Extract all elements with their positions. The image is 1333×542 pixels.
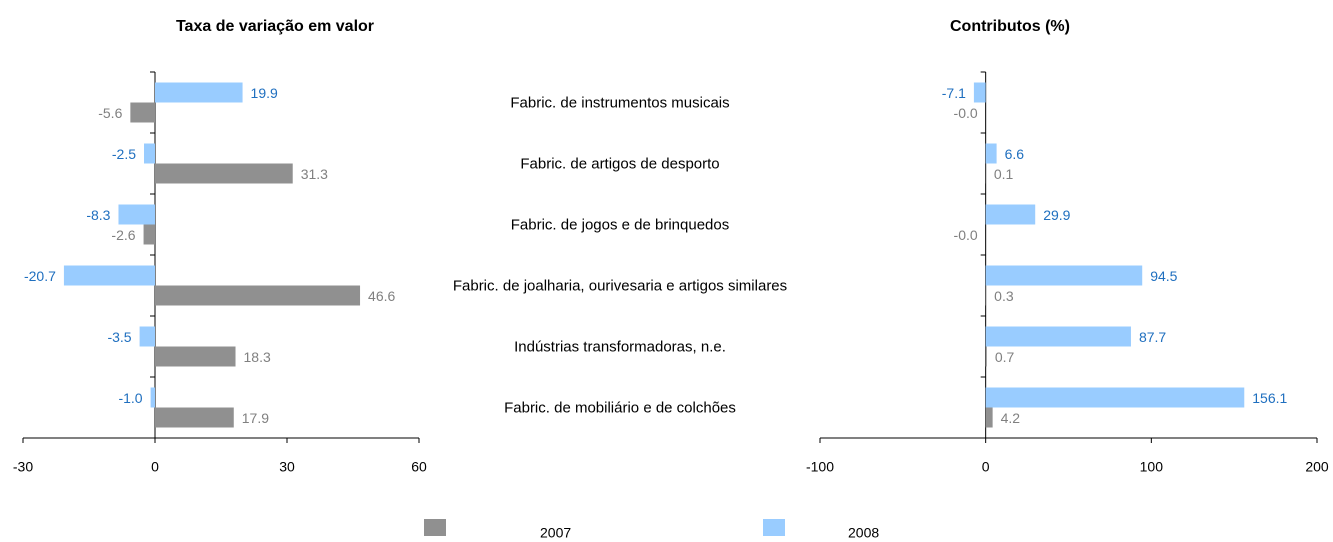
data-label: 18.3 <box>244 349 271 365</box>
data-label: 31.3 <box>301 166 328 182</box>
bar <box>130 102 155 123</box>
data-label: -8.3 <box>86 207 110 223</box>
data-label: -5.6 <box>98 105 122 121</box>
x-tick-label: 100 <box>1140 459 1164 475</box>
bar <box>155 407 234 428</box>
chart-title: Contributos (%) <box>950 18 1070 35</box>
bar <box>985 204 1036 225</box>
category-label: Indústrias transformadoras, n.e. <box>514 338 726 355</box>
x-tick-label: 30 <box>279 459 295 475</box>
data-label: 19.9 <box>251 85 278 101</box>
data-label: 0.1 <box>994 166 1014 182</box>
data-label: 0.3 <box>994 288 1014 304</box>
data-label: -3.5 <box>107 329 131 345</box>
legend-label: 2008 <box>848 525 879 541</box>
data-label: 0.7 <box>995 349 1015 365</box>
data-label: 156.1 <box>1252 390 1287 406</box>
x-tick-label: 60 <box>411 459 427 475</box>
bar <box>985 265 1143 286</box>
data-label: 87.7 <box>1139 329 1166 345</box>
bar <box>985 326 1131 347</box>
data-label: -20.7 <box>24 268 56 284</box>
x-tick-label: 0 <box>151 459 159 475</box>
bar <box>150 387 155 408</box>
legend-swatch <box>763 519 785 536</box>
x-tick-label: -100 <box>806 459 834 475</box>
bar <box>985 143 997 164</box>
bar <box>63 265 155 286</box>
bar <box>985 387 1245 408</box>
data-label: -0.0 <box>954 105 978 121</box>
x-tick-label: 200 <box>1305 459 1329 475</box>
category-label: Fabric. de joalharia, ourivesaria e arti… <box>452 277 788 294</box>
bar <box>155 163 293 184</box>
data-label: -2.5 <box>112 146 136 162</box>
x-tick-label: -30 <box>13 459 33 475</box>
bar <box>118 204 155 225</box>
bar <box>973 82 986 103</box>
data-label: -0.0 <box>954 227 978 243</box>
category-label: Fabric. de artigos de desporto <box>520 155 720 172</box>
category-label: Fabric. de mobiliário e de colchões <box>504 399 736 416</box>
bar <box>155 285 361 306</box>
bar <box>155 346 236 367</box>
data-label: 94.5 <box>1150 268 1177 284</box>
bar <box>985 407 993 428</box>
bar <box>143 224 155 245</box>
data-label: 17.9 <box>242 410 269 426</box>
data-label: 6.6 <box>1005 146 1025 162</box>
legend-label: 2007 <box>540 525 571 541</box>
data-label: -2.6 <box>111 227 135 243</box>
data-label: 29.9 <box>1043 207 1070 223</box>
bar <box>139 326 155 347</box>
category-label: Fabric. de jogos e de brinquedos <box>510 216 730 233</box>
data-label: 46.6 <box>368 288 395 304</box>
x-tick-label: 0 <box>982 459 990 475</box>
bar <box>155 82 243 103</box>
data-label: -1.0 <box>118 390 142 406</box>
data-label: 4.2 <box>1001 410 1021 426</box>
chart-title: Taxa de variação em valor <box>176 18 374 35</box>
bar <box>144 143 155 164</box>
bar <box>985 346 987 367</box>
data-label: -7.1 <box>942 85 966 101</box>
category-label: Fabric. de instrumentos musicais <box>510 94 730 111</box>
legend-swatch <box>424 519 446 536</box>
